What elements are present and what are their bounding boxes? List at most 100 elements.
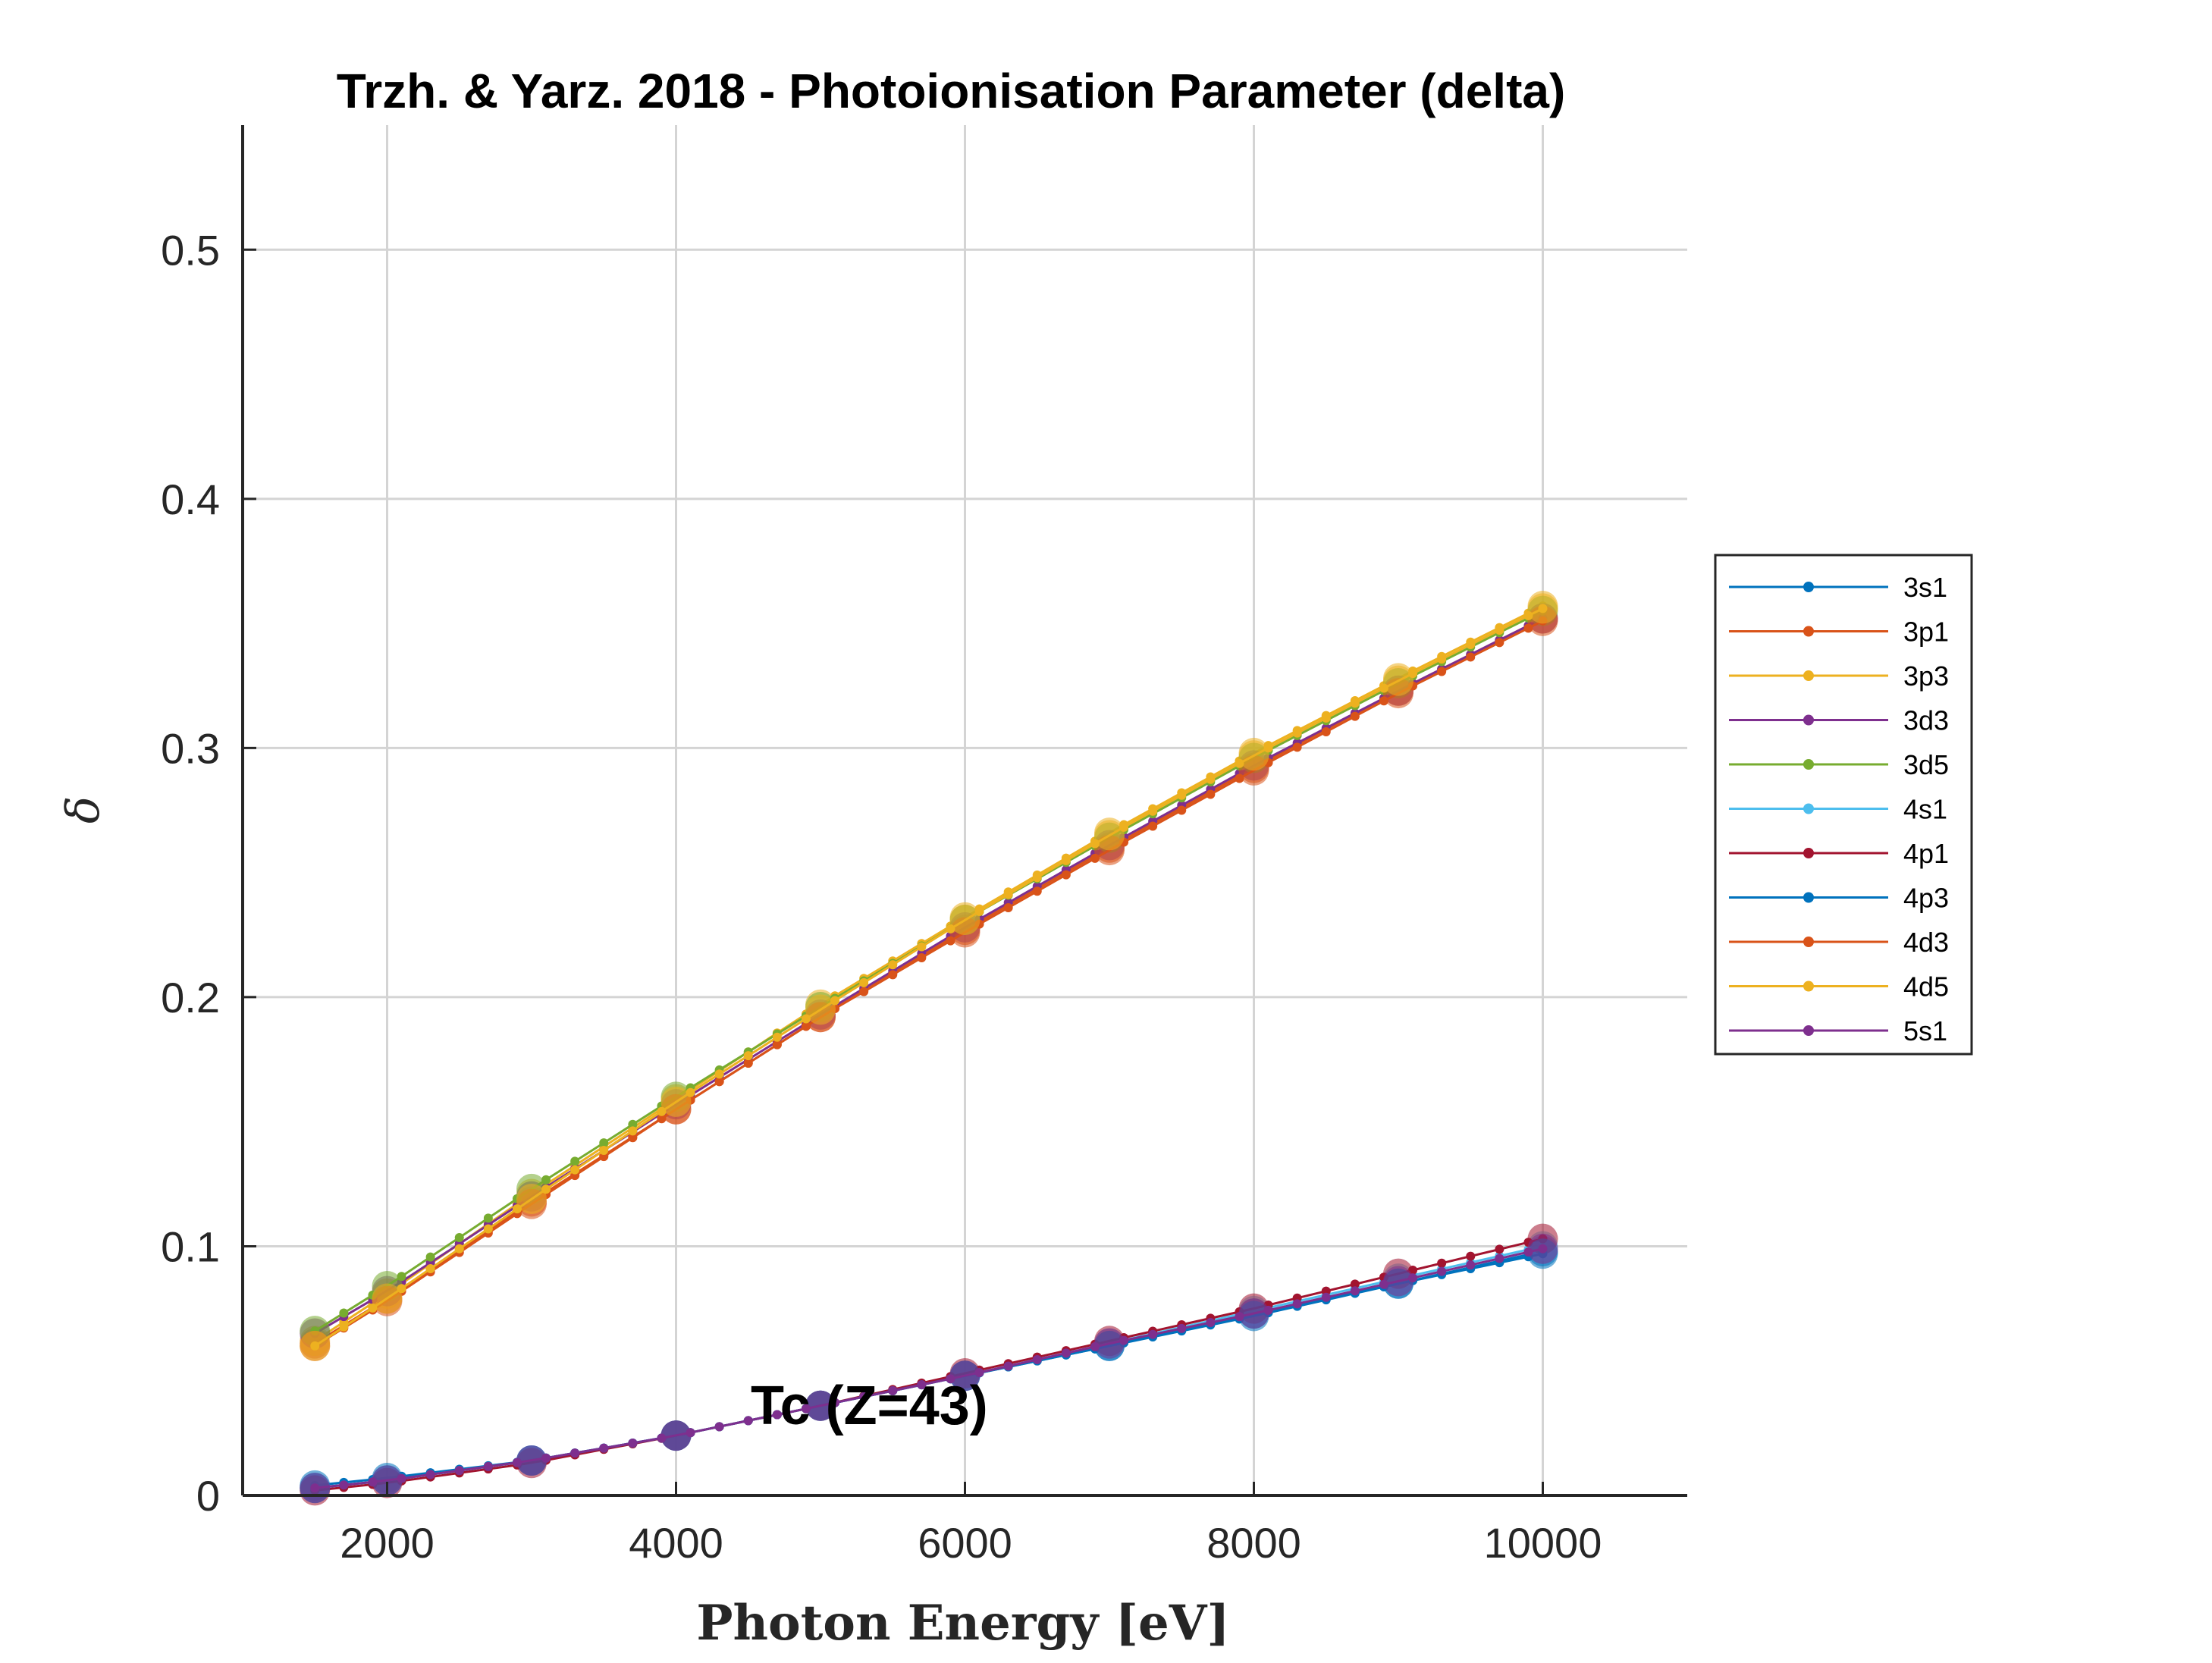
grid-layer	[243, 125, 1687, 1497]
legend-marker-3p1	[1803, 626, 1814, 637]
series-point-3d5	[425, 1252, 435, 1262]
data-marker-4d5	[516, 1184, 547, 1215]
data-marker-4d5	[1527, 593, 1558, 624]
series-point-4d5	[454, 1244, 464, 1254]
y-tick-label: 0.1	[161, 1222, 220, 1270]
series-point-4d5	[1003, 890, 1013, 899]
series-5s1	[300, 1233, 1558, 1504]
series-point-5s1	[1032, 1354, 1042, 1364]
series-point-4d5	[599, 1145, 609, 1155]
series-point-4d3	[1292, 742, 1302, 752]
series-point-5s1	[714, 1422, 724, 1432]
series-point-4d5	[1350, 698, 1360, 708]
legend-label-3s1: 3s1	[1903, 572, 1947, 603]
y-tick-label: 0.5	[161, 226, 220, 274]
series-point-5s1	[1206, 1317, 1216, 1327]
data-marker-5s1	[1383, 1266, 1413, 1297]
series-point-5s1	[1350, 1286, 1360, 1296]
data-marker-5s1	[805, 1390, 836, 1421]
series-point-5s1	[339, 1480, 349, 1490]
series-point-4d5	[714, 1069, 724, 1079]
legend-marker-4p1	[1803, 848, 1814, 858]
series-point-4d5	[339, 1322, 349, 1332]
x-axis-label: Photon Energy [eV]	[696, 1595, 1229, 1652]
data-marker-5s1	[660, 1420, 692, 1451]
legend-marker-3s1	[1803, 582, 1814, 592]
legend-marker-4d5	[1803, 981, 1814, 992]
y-axis-label: δ	[57, 796, 110, 824]
legend-label-4p3: 4p3	[1903, 883, 1949, 914]
x-tick-label: 10000	[1484, 1519, 1602, 1567]
series-point-4d5	[483, 1224, 493, 1234]
series-point-5s1	[1003, 1361, 1013, 1371]
series-point-3d5	[570, 1156, 580, 1166]
series-point-4d3	[859, 987, 869, 996]
series-point-4d5	[743, 1051, 753, 1061]
legend-marker-4d3	[1803, 937, 1814, 947]
element-annotation: Tc (Z=43)	[751, 1376, 988, 1436]
data-marker-4d5	[805, 994, 836, 1025]
series-point-5s1	[1321, 1292, 1331, 1302]
series-point-4d3	[743, 1058, 753, 1068]
legend-label-3d3: 3d3	[1903, 705, 1949, 736]
series-point-4d3	[888, 970, 898, 980]
data-marker-4d5	[300, 1330, 331, 1361]
series-point-4d3	[628, 1133, 638, 1143]
series-point-5s1	[425, 1470, 435, 1479]
series-point-3d5	[339, 1308, 349, 1318]
legend-label-3p3: 3p3	[1903, 660, 1949, 692]
series-point-4d3	[1350, 711, 1360, 721]
data-marker-5s1	[1094, 1328, 1125, 1359]
series-point-4d5	[772, 1032, 782, 1042]
series-point-4d5	[425, 1264, 435, 1274]
legend-marker-3d5	[1803, 759, 1814, 770]
y-tick-label: 0.4	[161, 475, 220, 523]
legend: 3s1 3p1 3p3 3d3 3d5 4s1 4p1 4p3 4d3 4d5 5s1	[1714, 554, 1973, 1056]
series-point-3d5	[628, 1119, 638, 1129]
x-tick-label: 4000	[629, 1519, 723, 1567]
series-point-3d5	[599, 1138, 609, 1148]
series-point-4d5	[1321, 713, 1331, 723]
series-point-4d5	[859, 977, 869, 987]
data-marker-5s1	[1527, 1233, 1558, 1264]
series-4d5	[300, 593, 1558, 1361]
data-marker-4d5	[1094, 820, 1125, 851]
series-point-4d3	[1148, 821, 1158, 831]
data-marker-4d5	[372, 1283, 403, 1314]
series-point-4p1	[1495, 1244, 1504, 1254]
legend-label-3p1: 3p1	[1903, 617, 1949, 648]
series-point-5s1	[743, 1416, 753, 1426]
legend-label-5s1: 5s1	[1903, 1015, 1947, 1046]
legend-label-4p1: 4p1	[1903, 838, 1949, 869]
x-tick-label: 6000	[918, 1519, 1012, 1567]
legend-label-4d3: 4d3	[1903, 927, 1949, 958]
series-point-4d3	[917, 952, 927, 962]
series-point-4d5	[917, 942, 927, 952]
series-point-4d5	[888, 960, 898, 970]
series-point-4d5	[1466, 640, 1476, 650]
series-point-4d3	[1032, 886, 1042, 896]
legend-marker-3d3	[1803, 714, 1814, 726]
x-tick-label: 8000	[1206, 1519, 1301, 1567]
x-tick-label: 2000	[340, 1519, 435, 1567]
series-point-5s1	[772, 1410, 782, 1420]
series-point-4d5	[1148, 806, 1158, 816]
legend-label-4s1: 4s1	[1903, 794, 1947, 825]
series-point-4p1	[1350, 1279, 1360, 1289]
series-point-4d5	[1177, 790, 1187, 800]
data-marker-5s1	[1238, 1298, 1269, 1329]
y-tick-label: 0	[196, 1472, 220, 1520]
data-marker-4d5	[949, 905, 980, 936]
series-point-4d3	[1495, 638, 1504, 648]
series-point-5s1	[483, 1461, 493, 1471]
series-point-4d3	[1206, 789, 1216, 799]
series-point-4d3	[1321, 727, 1331, 737]
data-marker-5s1	[516, 1445, 547, 1476]
data-marker-4d5	[1383, 665, 1413, 696]
series-point-4d3	[714, 1077, 724, 1087]
series-point-5s1	[1292, 1299, 1302, 1309]
legend-marker-4s1	[1803, 803, 1814, 814]
series-point-4p1	[1437, 1258, 1447, 1268]
series-point-4d5	[1206, 774, 1216, 784]
